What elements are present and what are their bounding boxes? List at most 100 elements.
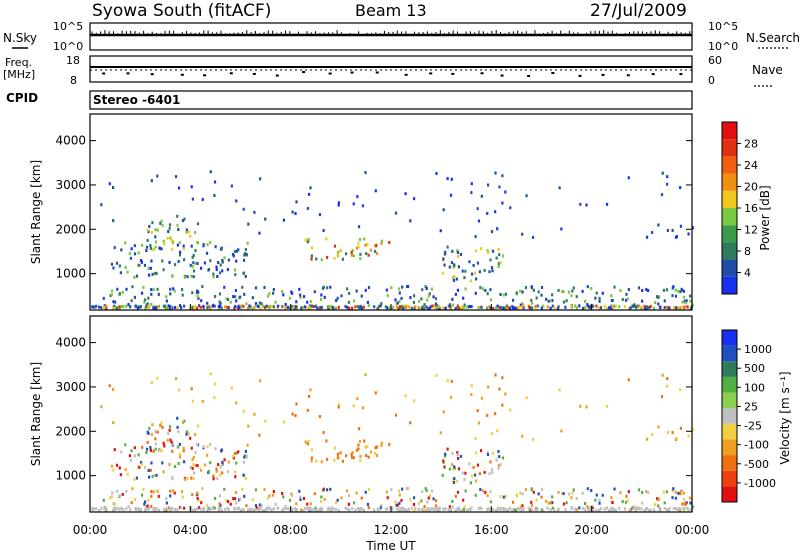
velocity-echo [551,495,554,499]
velocity-colorbar-swatch [722,408,737,424]
power-echo [492,306,495,310]
velocity-echo [158,448,162,452]
power-echo [124,241,127,245]
nave-sample [651,73,655,76]
velocity-echo [562,502,566,506]
velocity-echo [242,409,245,413]
velocity-echo [528,507,531,511]
velocity-echo [490,432,494,436]
velocity-echo [197,498,200,502]
velocity-echo [189,436,192,440]
velocity-echo [674,496,678,500]
velocity-echo [479,488,482,492]
velocity-echo [472,465,475,469]
power-echo [430,287,434,291]
power-echo [406,304,409,308]
velocity-echo [168,428,171,432]
power-echo [167,230,170,234]
velocity-echo [545,499,548,503]
power-echo [359,252,362,256]
power-echo [149,266,152,270]
power-echo [613,285,616,289]
power-echo [195,306,199,310]
velocity-echo [679,507,682,511]
power-echo [286,305,290,309]
power-echo [508,306,512,310]
power-echo [259,307,262,311]
power-echo [352,299,356,303]
velocity-echo [412,502,416,506]
velocity-echo [232,497,235,501]
power-echo [344,304,347,308]
velocity-echo [233,470,237,474]
power-echo [191,255,194,259]
velocity-echo [235,501,238,505]
power-echo [442,257,445,261]
power-echo [176,214,179,218]
power-echo [356,305,360,309]
power-echo [414,305,417,309]
power-echo [388,241,391,245]
power-echo [421,288,424,292]
velocity-echo [484,490,487,494]
power-colorbar-tick-label: 16 [744,202,758,215]
power-echo [486,292,489,296]
power-echo [129,305,132,309]
velocity-echo [364,445,367,449]
power-echo [336,250,340,254]
nave-sample [126,72,130,75]
power-echo [546,305,549,309]
power-echo [433,305,436,309]
power-echo [451,303,455,307]
velocity-echo [110,495,113,499]
velocity-echo [359,507,362,511]
power-echo [218,271,222,275]
velocity-echo [254,504,258,508]
velocity-echo [179,506,183,510]
velocity-echo [156,489,159,493]
power-echo [540,285,544,289]
velocity-echo [306,506,309,510]
velocity-echo [226,470,229,474]
velocity-colorbar-tick-label: -100 [744,439,769,452]
power-echo [457,265,461,269]
velocity-echo [209,372,212,376]
velocity-echo [425,508,428,512]
velocity-echo [512,508,516,512]
nave-tick-top: 60 [708,54,722,67]
velocity-echo [519,491,522,495]
nave-sample [679,73,683,76]
velocity-echo [474,437,477,441]
velocity-echo [345,489,349,493]
velocity-echo [177,388,181,392]
velocity-echo [585,405,588,409]
power-echo [235,249,238,253]
power-echo [598,296,601,300]
power-echo [522,304,525,308]
power-echo [535,296,538,300]
velocity-echo [260,504,263,508]
power-echo [361,306,364,310]
velocity-echo [414,506,417,510]
velocity-echo [373,451,377,455]
power-echo [243,253,246,257]
power-echo [438,306,441,310]
velocity-echo [157,494,160,498]
velocity-echo [645,437,649,441]
power-echo [333,244,337,248]
velocity-echo [661,373,664,377]
velocity-echo [166,438,169,442]
power-echo [178,303,182,307]
power-echo [524,286,528,290]
power-echo [217,304,220,308]
power-ytick-label: 2000 [55,222,86,236]
velocity-echo [209,442,212,446]
velocity-echo [176,445,180,449]
power-echo [246,306,250,310]
power-echo [154,235,157,239]
power-colorbar-swatch [722,225,737,243]
power-echo [448,304,451,308]
power-echo [494,171,497,175]
velocity-echo [685,501,688,505]
power-echo [456,250,460,254]
